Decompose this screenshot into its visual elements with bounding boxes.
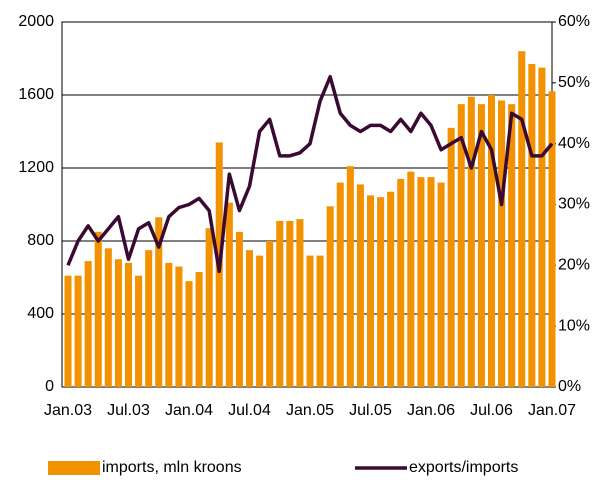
bar [356,184,364,387]
bar [64,275,72,387]
bar [256,255,264,387]
bar [266,241,274,387]
y2-tick-label: 50% [558,74,590,91]
bar [124,262,133,387]
x-tick-label: Jan.06 [407,402,455,419]
bar [407,171,415,387]
bar [336,182,344,387]
legend-label: exports/imports [409,459,518,476]
bar [225,202,233,387]
bar [508,104,516,387]
bar [447,127,455,387]
bar [548,91,556,387]
bar [427,177,435,387]
bar [276,220,284,387]
bar [296,219,304,387]
bar [457,104,465,387]
x-tick-label: Jan.05 [286,402,334,419]
bar [145,250,153,387]
bar [245,250,254,387]
bar [306,255,314,387]
bar [518,51,526,387]
legend-label: imports, mln kroons [102,459,242,476]
x-tick-label: Jul.04 [228,402,271,419]
y-tick-label: 1600 [18,86,54,103]
bar [165,262,173,387]
x-tick-label: Jan.07 [528,402,576,419]
bar [477,104,485,387]
bar [366,195,375,387]
legend-swatch [48,461,100,475]
x-tick-label: Jul.05 [349,402,392,419]
bar [498,100,506,387]
y-tick-label: 0 [45,378,54,395]
bar [397,178,405,387]
bar [387,191,395,387]
bar [175,266,183,387]
y2-tick-label: 40% [558,135,590,152]
bar [417,177,425,387]
bar [437,182,445,387]
bar [135,275,143,387]
bar [467,96,475,387]
bar [114,259,122,387]
y2-tick-label: 20% [558,257,590,274]
bar [326,206,334,387]
y-tick-label: 1200 [18,159,54,176]
x-tick-label: Jan.04 [165,402,213,419]
y2-tick-label: 0% [558,378,581,395]
bar [487,95,496,387]
bar [346,166,354,387]
y-tick-label: 800 [27,232,54,249]
bar [538,67,546,387]
y2-tick-label: 30% [558,196,590,213]
bar [155,217,163,387]
x-tick-label: Jul.06 [470,402,513,419]
x-tick-label: Jan.03 [44,402,92,419]
y2-tick-label: 10% [558,317,590,334]
bar [528,63,536,387]
y-tick-label: 400 [27,305,54,322]
bar [205,228,213,387]
y-tick-label: 2000 [18,13,54,30]
y2-tick-label: 60% [558,13,590,30]
bar [286,220,294,387]
bar [377,197,385,387]
bar [195,272,203,387]
line [66,75,554,274]
bar [94,231,102,387]
x-tick-label: Jul.03 [107,402,150,419]
bar [185,281,193,387]
bar [235,231,243,387]
bar [84,261,92,387]
bar [74,275,82,387]
bar [316,255,324,387]
bar [104,248,112,387]
